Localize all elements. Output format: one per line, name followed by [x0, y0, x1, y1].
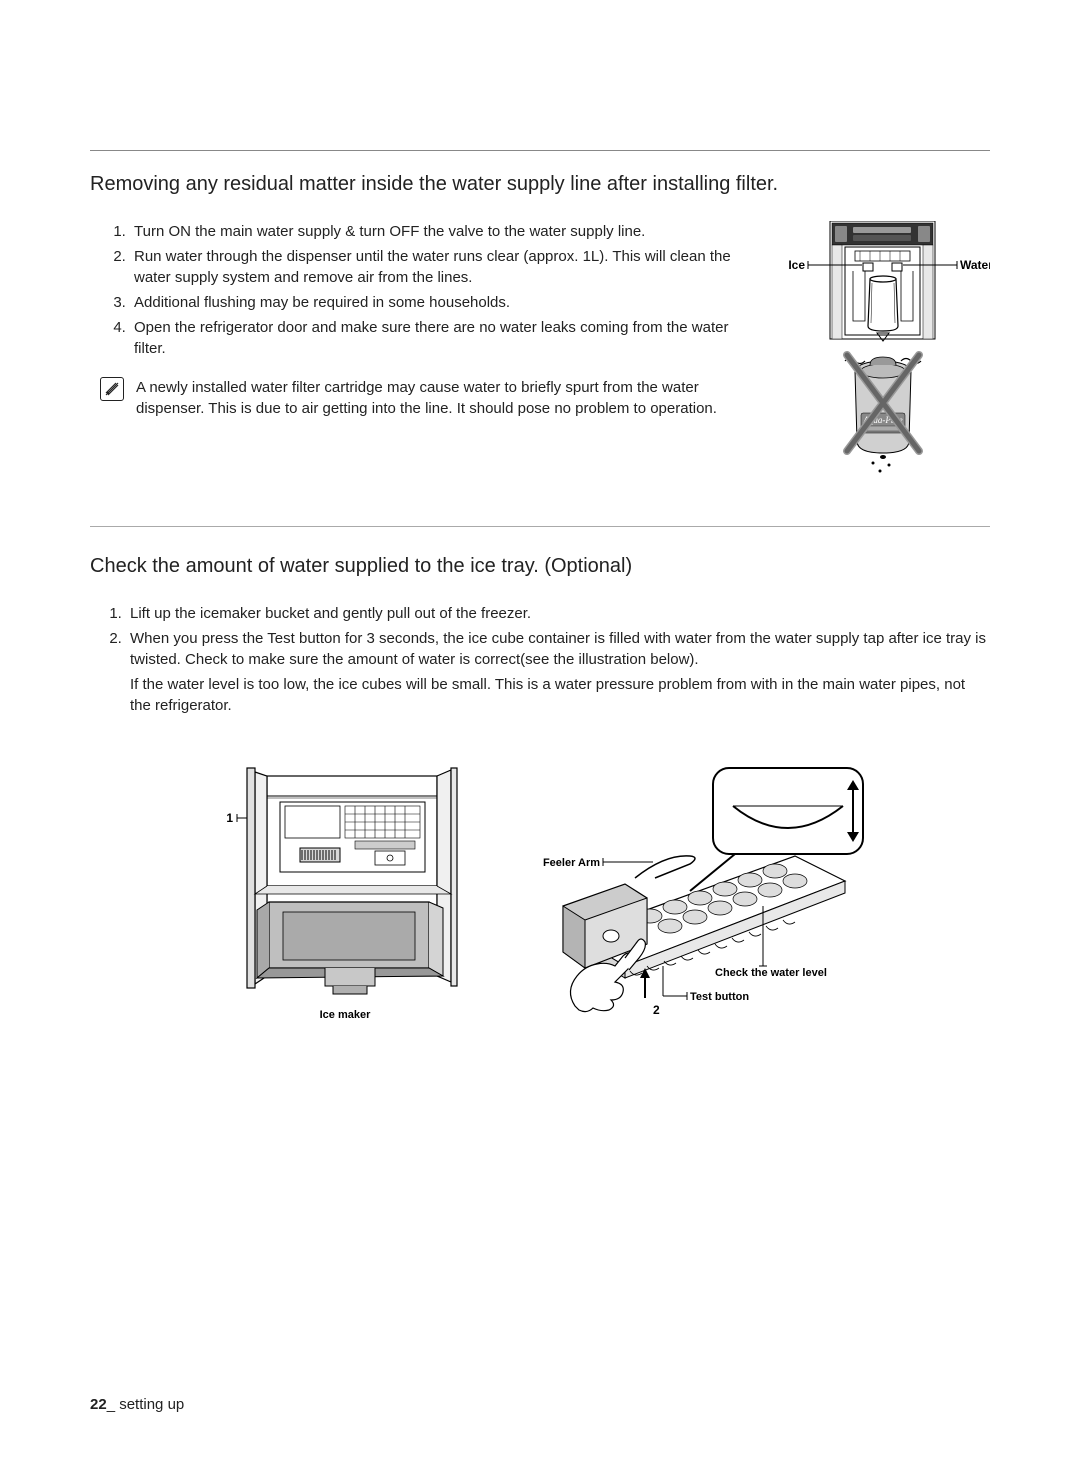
section2-step: When you press the Test button for 3 sec… [126, 628, 990, 670]
figure2-label-testbutton: Test button [690, 991, 749, 1003]
page-container: Removing any residual matter inside the … [0, 0, 1080, 1473]
section2-extra: If the water level is too low, the ice c… [126, 674, 990, 716]
note-text: A newly installed water filter cartridge… [136, 377, 755, 419]
figure2-label-feeler: Feeler Arm [543, 857, 600, 869]
section1-content: Turn ON the main water supply & turn OFF… [90, 221, 990, 486]
figure2-label-2: 2 [653, 1003, 660, 1017]
figure-ice-tray: Feeler Arm [515, 766, 875, 1026]
label-water: Water [960, 258, 990, 272]
section1-heading: Removing any residual matter inside the … [90, 171, 990, 197]
note-icon [100, 377, 124, 401]
page-footer: 22_ setting up [90, 1396, 184, 1413]
footer-section: setting up [119, 1396, 184, 1413]
section1-steps: Turn ON the main water supply & turn OFF… [90, 221, 755, 359]
section2-step: Lift up the icemaker bucket and gently p… [126, 603, 990, 624]
figure-icemaker: 1 [205, 766, 485, 1026]
figures-bottom: 1 [90, 766, 990, 1026]
note-block: A newly installed water filter cartridge… [90, 377, 755, 419]
footer-sep: _ [107, 1396, 115, 1413]
section1-step: Additional flushing may be required in s… [130, 292, 755, 313]
figure2-label-1: 1 [226, 811, 233, 825]
label-ice: Ice [788, 258, 805, 272]
page-number: 22 [90, 1396, 107, 1413]
figure2-label-waterlevel: Check the water level [715, 967, 827, 979]
divider-mid [90, 526, 990, 527]
section1-text-column: Turn ON the main water supply & turn OFF… [90, 221, 755, 419]
section2-steps: Lift up the icemaker bucket and gently p… [90, 603, 990, 670]
section1-step: Open the refrigerator door and make sure… [130, 317, 755, 359]
figure2-label-icemaker: Ice maker [320, 1009, 371, 1021]
section2-heading: Check the amount of water supplied to th… [90, 553, 990, 579]
section1-step: Turn ON the main water supply & turn OFF… [130, 221, 755, 242]
divider-top [90, 150, 990, 151]
figure-dispenser-filter: Ice Water Aqua-Pure [775, 221, 990, 486]
section1-step: Run water through the dispenser until th… [130, 246, 755, 288]
